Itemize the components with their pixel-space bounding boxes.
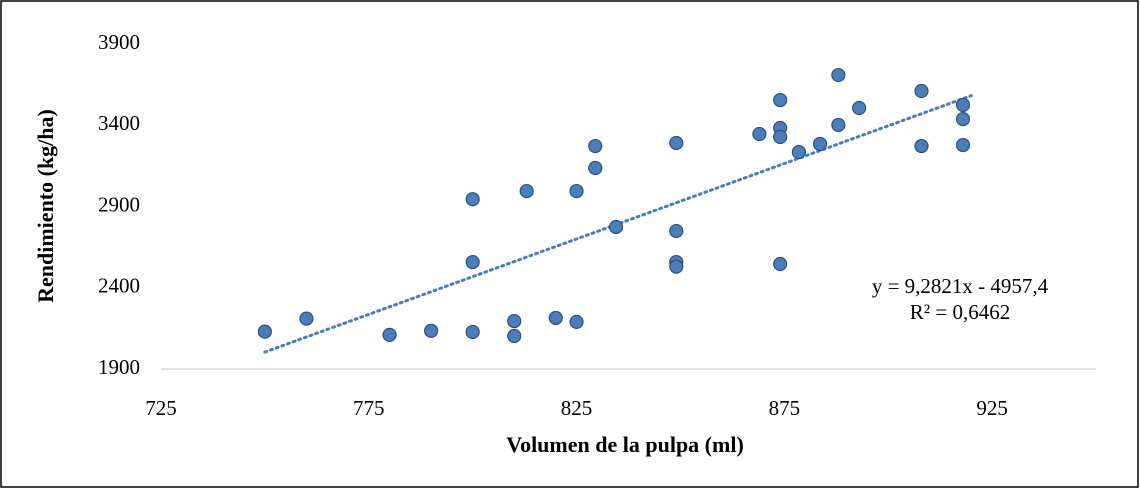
scatter-point — [507, 313, 522, 329]
y-tick-label: 2900 — [98, 192, 140, 216]
scatter-point — [465, 254, 480, 270]
scatter-point — [831, 117, 846, 133]
scatter-point — [608, 219, 624, 235]
y-tick-label: 2400 — [98, 274, 140, 298]
scatter-point — [831, 67, 846, 83]
x-axis-title: Volumen de la pulpa (ml) — [506, 432, 744, 457]
x-tick-label: 775 — [353, 396, 385, 420]
y-axis-title: Rendimiento (kg/ha) — [33, 109, 58, 303]
scatter-point — [569, 183, 584, 199]
scatter-point — [669, 135, 684, 151]
scatter-point — [548, 310, 563, 326]
scatter-point — [382, 327, 397, 342]
scatter-point — [669, 259, 684, 274]
y-tick-label: 1900 — [98, 355, 140, 379]
scatter-point — [955, 97, 971, 113]
x-tick-label: 825 — [561, 396, 593, 420]
scatter-point — [773, 256, 788, 272]
y-tick-label: 3900 — [98, 30, 140, 54]
scatter-point — [588, 138, 603, 154]
trend-equation: y = 9,2821x - 4957,4 — [872, 274, 1049, 298]
scatter-point — [257, 324, 272, 339]
scatter-point — [914, 83, 929, 99]
scatter-point — [852, 100, 867, 116]
scatter-point — [773, 129, 788, 145]
trendline — [263, 94, 973, 354]
scatter-point — [955, 137, 971, 153]
y-tick-label: 3400 — [98, 111, 140, 135]
scatter-point — [465, 324, 480, 340]
scatter-point — [669, 223, 684, 239]
x-tick-label: 725 — [145, 396, 177, 420]
scatter-point — [299, 311, 314, 326]
x-tick-label: 875 — [769, 396, 801, 420]
scatter-point — [424, 323, 439, 338]
scatter-point — [752, 126, 767, 142]
scatter-point — [812, 136, 828, 152]
scatter-point — [773, 92, 788, 108]
scatter-point — [588, 160, 603, 176]
trend-r-squared: R² = 0,6462 — [910, 300, 1010, 324]
scatter-point — [507, 328, 522, 344]
scatter-point — [519, 183, 534, 199]
x-tick-label: 925 — [976, 396, 1008, 420]
scatter-point — [955, 111, 971, 127]
scatter-point — [569, 314, 584, 329]
scatter-point — [465, 192, 480, 207]
scatter-point — [914, 138, 929, 154]
scatter-point — [791, 144, 806, 160]
